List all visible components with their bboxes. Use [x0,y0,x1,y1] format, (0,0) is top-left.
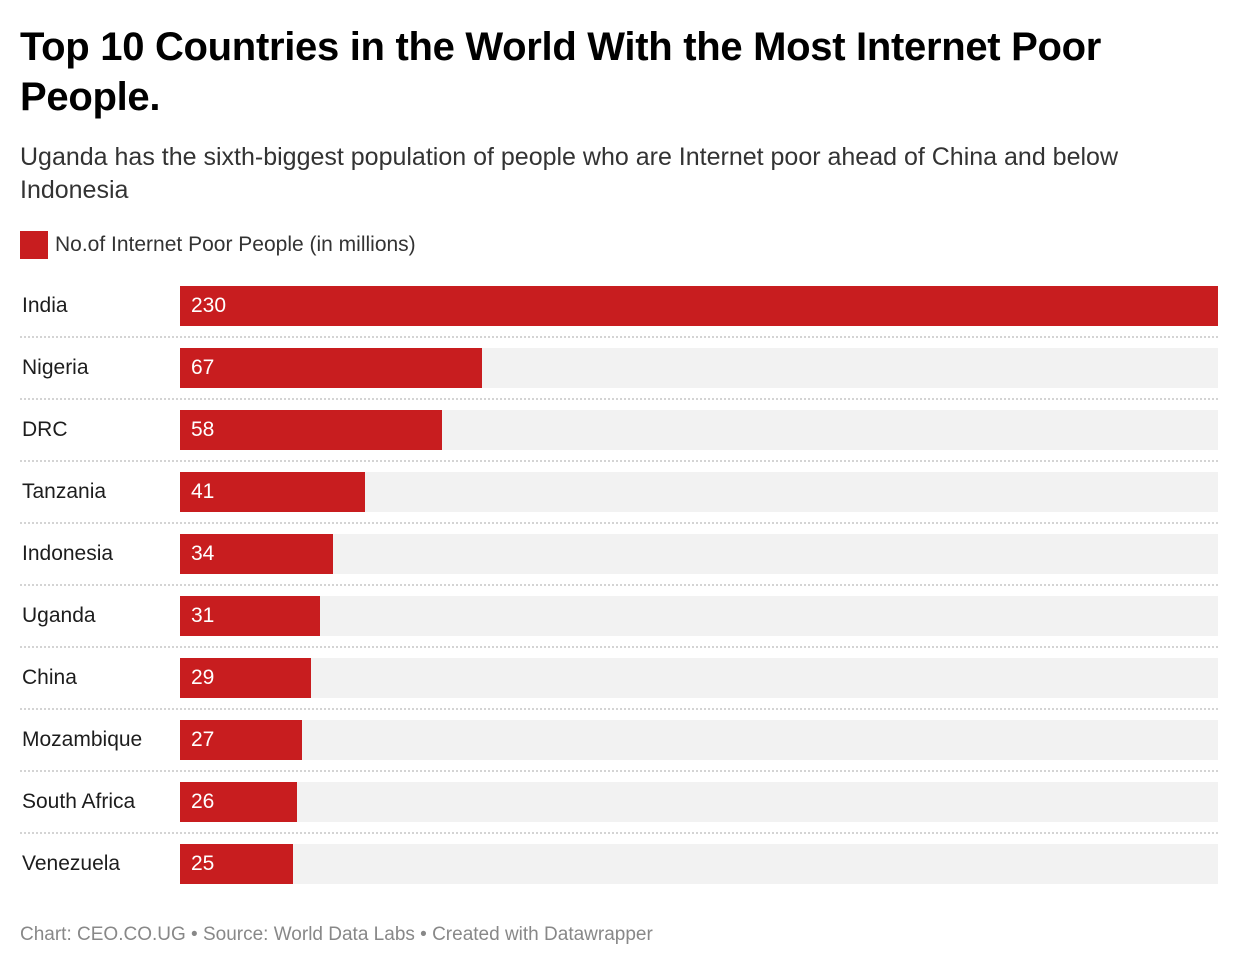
category-label: DRC [22,418,68,441]
category-label: Tanzania [22,480,107,503]
row-separator [20,770,1218,772]
bar [180,348,482,388]
bar-value-label: 67 [191,356,215,379]
category-label: Uganda [22,604,96,627]
category-label: China [22,666,77,689]
bar [180,844,293,884]
bar-value-label: 29 [191,666,215,689]
row-separator [20,646,1218,648]
bar [180,782,297,822]
legend: No.of Internet Poor People (in millions) [20,230,416,260]
bar [180,410,442,450]
bar-track [180,596,1218,636]
bar-row: South Africa 26 [20,782,1218,822]
bar-row: DRC 58 [20,410,1218,450]
bar-row: Tanzania 41 [20,472,1218,512]
bar-track [180,844,1218,884]
row-separator [20,398,1218,400]
bar-value-label: 58 [191,418,215,441]
chart-subtitle: Uganda has the sixth-biggest population … [20,143,1118,204]
bar-value-label: 25 [191,852,215,875]
bar-row: India 230 [20,286,1218,326]
bar [180,472,365,512]
bar-value-label: 41 [191,480,215,503]
category-label: Indonesia [22,542,114,565]
category-label: Mozambique [22,728,143,751]
bar [180,534,333,574]
bar-row: Mozambique 27 [20,720,1218,760]
bar-track [180,658,1218,698]
bar-track [180,782,1218,822]
bar-track [180,534,1218,574]
category-label: India [22,294,68,317]
chart-footer: Chart: CEO.CO.UG • Source: World Data La… [20,924,653,945]
legend-label: No.of Internet Poor People (in millions) [55,233,416,256]
category-label: South Africa [22,790,136,813]
bar-row: Venezuela 25 [20,844,1218,884]
bar [180,720,302,760]
bar-row: Uganda 31 [20,596,1218,636]
bar-value-label: 27 [191,728,215,751]
bar [180,596,320,636]
bar-value-label: 34 [191,542,215,565]
bar-value-label: 230 [191,294,227,317]
row-separator [20,336,1218,338]
row-separator [20,832,1218,834]
row-separator [20,584,1218,586]
bar [180,658,311,698]
bar-track [180,720,1218,760]
chart-title: Top 10 Countries in the World With the M… [20,25,1102,119]
bar-row: Indonesia 34 [20,534,1218,574]
legend-swatch [20,231,48,259]
row-separator [20,708,1218,710]
category-label: Nigeria [22,356,89,379]
bar [180,286,1218,326]
bar-value-label: 26 [191,790,215,813]
category-label: Venezuela [22,852,121,875]
row-separator [20,460,1218,462]
bar-value-label: 31 [191,604,215,627]
bar-row: China 29 [20,658,1218,698]
bar-row: Nigeria 67 [20,348,1218,388]
row-separator [20,522,1218,524]
